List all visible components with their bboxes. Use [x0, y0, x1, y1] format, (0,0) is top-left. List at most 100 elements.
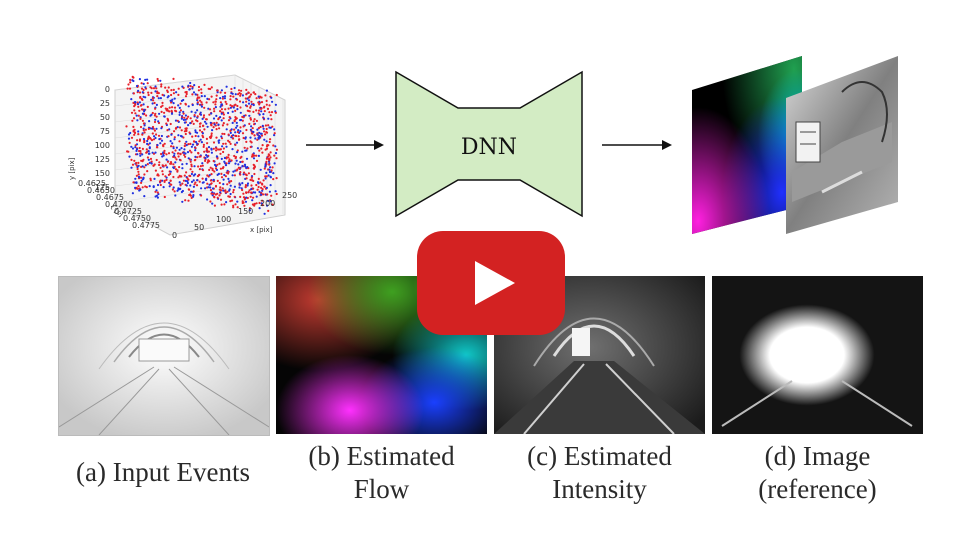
event-point [156, 196, 159, 199]
event-point [216, 157, 219, 160]
event-point [255, 154, 258, 157]
event-point [136, 153, 139, 156]
event-point [243, 171, 246, 174]
event-point [216, 179, 219, 182]
event-point [182, 112, 185, 115]
event-point [229, 104, 232, 107]
event-point [221, 132, 224, 135]
y-tick-label: 75 [100, 127, 110, 136]
event-point [166, 90, 169, 94]
event-point [189, 160, 192, 163]
event-point [203, 120, 207, 123]
event-point [234, 162, 237, 165]
event-point [161, 93, 164, 96]
event-point [256, 188, 259, 191]
event-point [141, 119, 144, 122]
event-point [227, 177, 230, 180]
video-play-button[interactable] [417, 231, 565, 335]
event-point [171, 106, 174, 109]
x-tick-label: 150 [238, 207, 253, 216]
event-point [190, 190, 193, 193]
event-point [216, 163, 219, 166]
event-point [194, 155, 197, 158]
event-point [146, 139, 149, 143]
event-point [208, 160, 211, 163]
event-point [187, 124, 190, 127]
event-point [236, 200, 239, 203]
event-point [163, 115, 166, 118]
event-point [147, 127, 150, 130]
event-point [212, 147, 215, 150]
event-point [227, 172, 230, 175]
event-point [227, 107, 230, 110]
event-point [197, 174, 200, 177]
event-point [159, 142, 162, 145]
y-tick-label: 125 [95, 155, 110, 164]
event-point [138, 146, 141, 150]
event-point [244, 200, 248, 203]
event-point [126, 87, 129, 90]
event-point [179, 159, 182, 162]
event-point [200, 141, 203, 144]
event-point [156, 191, 159, 194]
event-point [265, 160, 268, 163]
event-point [172, 163, 175, 166]
event-point [246, 147, 249, 150]
event-point [186, 177, 189, 180]
event-point [203, 106, 206, 109]
event-point [192, 195, 195, 198]
event-point [189, 122, 192, 125]
event-point [196, 156, 199, 159]
event-point [131, 147, 135, 150]
event-point [223, 173, 226, 177]
event-point [265, 103, 268, 106]
event-point [197, 135, 200, 138]
event-point [236, 108, 239, 111]
y-tick-label: 150 [95, 169, 110, 178]
event-point [165, 153, 168, 156]
event-point [174, 161, 177, 164]
event-point [237, 89, 241, 92]
event-point [269, 184, 272, 187]
event-point [255, 159, 259, 162]
event-point [197, 151, 200, 155]
event-point [196, 93, 199, 96]
event-point [245, 93, 248, 96]
event-point [252, 157, 256, 160]
event-point [222, 117, 225, 120]
event-point [172, 88, 175, 91]
event-point [245, 128, 248, 132]
caption-c-line1: (c) Estimated [527, 441, 672, 471]
event-point [222, 178, 225, 181]
event-point [139, 117, 142, 120]
event-point [153, 101, 156, 105]
event-point [199, 165, 202, 168]
event-point [170, 101, 173, 104]
event-point [141, 186, 144, 189]
event-point [250, 191, 253, 194]
event-point [198, 168, 201, 171]
event-point [264, 133, 267, 136]
event-point [196, 142, 199, 145]
event-point [176, 189, 179, 192]
reference-image [712, 276, 923, 434]
event-point [142, 137, 146, 141]
event-point [189, 85, 192, 88]
event-point [211, 129, 214, 132]
event-point [230, 180, 233, 183]
event-point [228, 158, 231, 161]
event-point [227, 170, 230, 173]
event-point [146, 82, 149, 85]
event-point [262, 179, 265, 182]
event-point [241, 150, 244, 153]
event-point [154, 118, 157, 121]
event-point [220, 89, 223, 92]
event-point [274, 152, 278, 155]
event-point [211, 187, 215, 190]
event-point [260, 101, 264, 104]
event-point [152, 185, 155, 188]
event-point [174, 156, 177, 159]
event-point [178, 148, 181, 151]
event-point [161, 155, 164, 158]
